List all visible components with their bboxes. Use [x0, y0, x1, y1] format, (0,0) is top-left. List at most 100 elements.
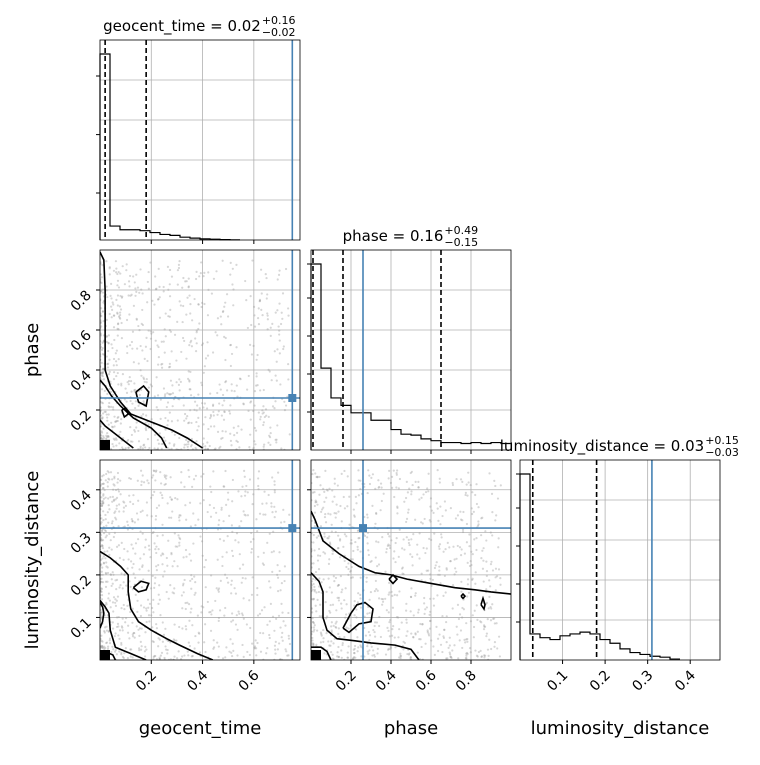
scatter-point: [483, 656, 486, 659]
scatter-point: [340, 520, 343, 523]
scatter-point: [269, 432, 272, 435]
scatter-point: [325, 488, 329, 491]
scatter-point: [110, 343, 113, 346]
scatter-point: [120, 296, 123, 299]
scatter-point: [116, 622, 120, 626]
scatter-point: [274, 400, 277, 403]
scatter-point: [407, 653, 411, 656]
scatter-point: [329, 513, 332, 516]
scatter-point: [220, 506, 223, 509]
scatter-point: [182, 276, 185, 280]
scatter-point: [224, 573, 227, 576]
scatter-point: [353, 614, 356, 617]
scatter-point: [112, 573, 115, 576]
scatter-point: [222, 418, 226, 421]
scatter-point: [430, 509, 433, 512]
scatter-point: [243, 513, 246, 516]
scatter-point: [408, 487, 411, 490]
scatter-point: [126, 550, 129, 553]
scatter-point: [170, 553, 173, 556]
scatter-point: [494, 519, 497, 522]
scatter-point: [257, 323, 261, 326]
scatter-point: [116, 416, 119, 420]
scatter-point: [146, 598, 150, 601]
scatter-point: [168, 411, 171, 414]
scatter-point: [342, 495, 345, 499]
scatter-point: [101, 644, 104, 648]
scatter-point: [101, 288, 104, 291]
scatter-point: [465, 622, 468, 625]
scatter-point: [431, 578, 434, 582]
scatter-point: [467, 471, 470, 474]
scatter-point: [152, 655, 155, 659]
scatter-point: [331, 489, 334, 492]
title-text: luminosity_distance = 0.03: [500, 437, 704, 456]
scatter-point: [347, 645, 350, 648]
scatter-point: [313, 628, 316, 631]
scatter-point: [153, 433, 157, 437]
scatter-point: [170, 420, 174, 423]
scatter-point: [170, 498, 173, 501]
scatter-point: [222, 520, 225, 523]
scatter-point: [251, 502, 254, 506]
scatter-point: [153, 395, 156, 398]
scatter-point: [327, 577, 330, 580]
scatter-point: [157, 345, 160, 349]
scatter-point: [355, 502, 358, 505]
scatter-point: [257, 555, 260, 558]
scatter-point: [433, 532, 436, 535]
title-upper-error: +0.16: [262, 14, 296, 27]
scatter-point: [126, 381, 129, 384]
scatter-point: [385, 547, 388, 551]
scatter-point: [115, 267, 118, 270]
scatter-point: [117, 488, 120, 491]
scatter-point: [240, 612, 244, 615]
scatter-point: [331, 603, 335, 606]
scatter-point: [193, 297, 196, 301]
scatter-point: [405, 618, 408, 621]
scatter-point: [112, 378, 116, 381]
scatter-point: [162, 387, 166, 390]
scatter-point: [179, 514, 182, 517]
scatter-point: [200, 383, 204, 387]
scatter-point: [157, 267, 160, 270]
scatter-point: [377, 563, 381, 566]
scatter-point: [127, 624, 130, 627]
scatter-point: [225, 551, 228, 554]
scatter-point: [265, 297, 268, 300]
scatter-point: [427, 634, 431, 637]
scatter-point: [117, 286, 121, 289]
scatter-point: [490, 647, 493, 651]
scatter-point: [144, 546, 147, 549]
scatter-point: [410, 490, 413, 493]
scatter-point: [102, 368, 105, 371]
scatter-point: [170, 516, 173, 519]
scatter-point: [276, 424, 279, 427]
scatter-point: [279, 626, 282, 629]
scatter-point: [105, 641, 108, 645]
scatter-point: [380, 486, 383, 489]
scatter-point: [116, 419, 119, 423]
scatter-point: [267, 415, 270, 418]
scatter-point: [466, 561, 469, 564]
scatter-point: [133, 382, 136, 385]
scatter-point: [146, 359, 149, 363]
scatter-point: [311, 566, 313, 569]
scatter-point: [194, 446, 197, 450]
scatter-point: [469, 560, 472, 563]
scatter-point: [341, 642, 344, 645]
scatter-point: [328, 609, 331, 613]
scatter-point: [238, 525, 241, 528]
scatter-point: [317, 567, 321, 571]
scatter-point: [156, 447, 160, 450]
scatter-point: [356, 601, 360, 604]
scatter-point: [165, 648, 168, 651]
scatter-point: [192, 478, 196, 481]
scatter-point: [230, 620, 233, 623]
scatter-point: [230, 352, 234, 356]
scatter-point: [116, 478, 120, 481]
scatter-point: [126, 351, 129, 355]
scatter-point: [367, 553, 370, 557]
scatter-point: [125, 263, 128, 266]
scatter-point: [139, 469, 143, 472]
